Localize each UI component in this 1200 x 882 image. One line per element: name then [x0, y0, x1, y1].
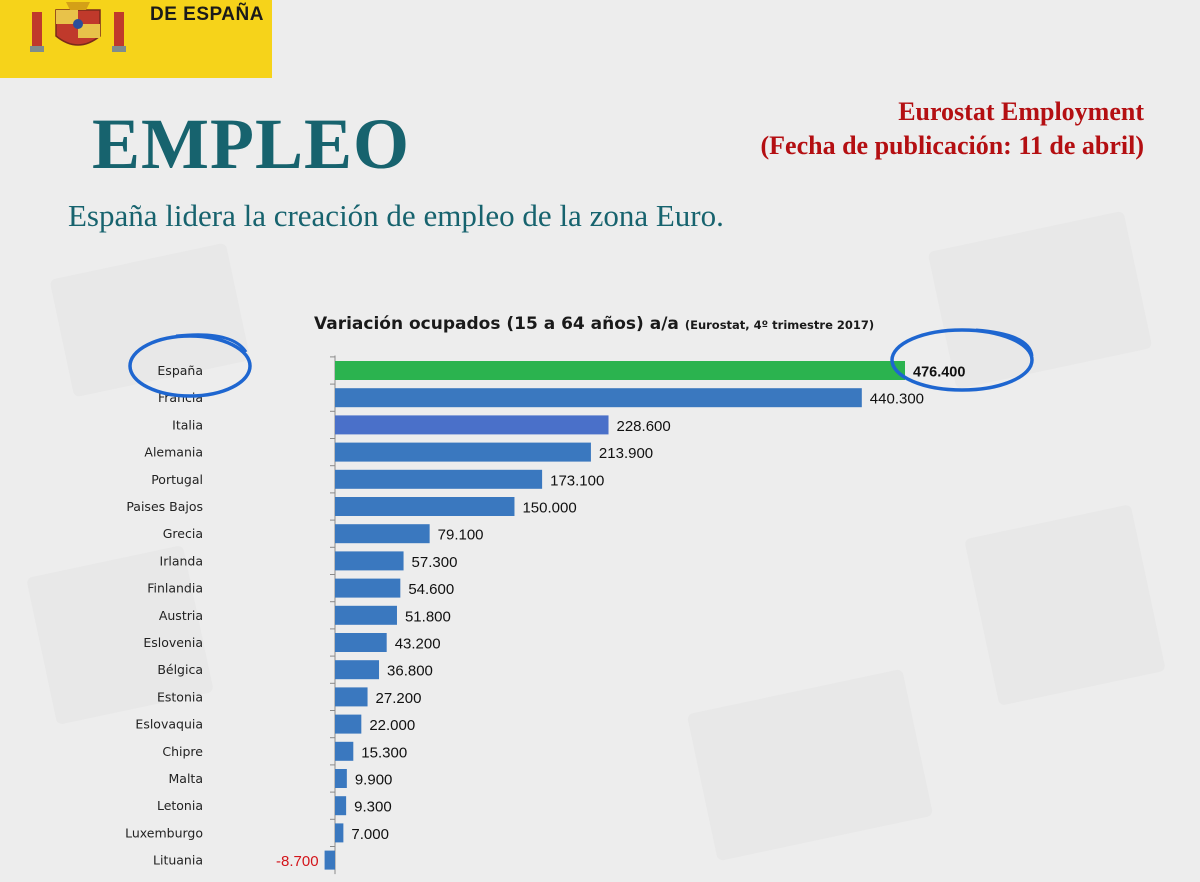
data-label: 150.000 — [522, 500, 576, 517]
annotation-circle-stroke — [975, 328, 1034, 357]
chart-title: Variación ocupados (15 a 64 años) a/a (E… — [314, 314, 874, 334]
data-label: 27.200 — [376, 690, 422, 707]
category-label: Italia — [172, 417, 203, 432]
category-label: Chipre — [162, 744, 203, 759]
category-label: Estonia — [157, 689, 203, 704]
data-label: 54.600 — [408, 581, 454, 598]
chart-title-note: (Eurostat, 4º trimestre 2017) — [684, 318, 875, 332]
category-label: Eslovenia — [143, 635, 203, 650]
bar — [335, 660, 380, 680]
data-label: 476.400 — [913, 365, 965, 381]
category-label: Eslovaquia — [135, 717, 203, 732]
data-label: 213.900 — [599, 445, 653, 462]
data-label: 15.300 — [361, 744, 407, 761]
category-label: Irlanda — [160, 553, 203, 568]
annotation-circle-value — [890, 328, 1034, 392]
data-label: 9.300 — [354, 799, 392, 816]
bar — [335, 578, 401, 598]
agency-name: DE ESPAÑA — [150, 4, 264, 25]
data-label: 36.800 — [387, 663, 433, 680]
bar — [335, 442, 591, 462]
coat-of-arms-logo — [30, 2, 126, 52]
source-line-1: Eurostat Employment — [898, 97, 1144, 126]
data-label: 51.800 — [405, 608, 451, 625]
page-subtitle: España lidera la creación de empleo de l… — [68, 198, 724, 233]
bar — [324, 850, 335, 870]
category-label: Paises Bajos — [126, 499, 203, 514]
source-line-2: (Fecha de publicación: 11 de abril) — [760, 131, 1145, 160]
bar — [335, 497, 515, 516]
category-label: Malta — [169, 771, 203, 786]
category-label: Grecia — [163, 526, 203, 541]
bar — [335, 687, 368, 707]
bar — [335, 469, 543, 489]
data-label: 43.200 — [395, 636, 441, 653]
data-label: 440.300 — [870, 391, 924, 408]
bar — [335, 361, 905, 380]
data-label: 22.000 — [369, 717, 415, 734]
category-label: España — [157, 363, 203, 378]
bar — [335, 551, 404, 571]
category-label: Luxemburgo — [125, 825, 203, 840]
bar — [335, 605, 397, 625]
category-label: Portugal — [151, 472, 203, 487]
data-label: 173.100 — [550, 472, 604, 489]
bar — [335, 769, 347, 788]
data-label: 79.100 — [438, 527, 484, 544]
data-label: -8.700 — [276, 853, 319, 870]
bar — [335, 741, 354, 761]
data-label: 9.900 — [355, 772, 393, 789]
category-label: Bélgica — [157, 662, 203, 677]
bar — [335, 796, 347, 816]
government-header: DE ESPAÑA — [0, 0, 272, 78]
data-label: 228.600 — [617, 418, 671, 435]
category-label: Lituania — [153, 853, 203, 868]
category-label: Austria — [159, 608, 203, 623]
data-label: 57.300 — [412, 554, 458, 571]
bar — [335, 388, 862, 408]
chart-title-main: Variación ocupados (15 a 64 años) a/a — [314, 314, 679, 334]
category-label: Letonia — [157, 798, 203, 813]
category-label: Alemania — [144, 445, 203, 460]
category-label: Finlandia — [147, 581, 203, 596]
bar — [335, 823, 344, 843]
bar — [335, 524, 430, 544]
page-title: EMPLEO — [92, 104, 411, 184]
bar — [335, 415, 609, 435]
data-label: 7.000 — [351, 826, 389, 843]
bar — [335, 633, 387, 652]
bar — [335, 714, 362, 734]
annotation-circle-stroke — [175, 333, 248, 353]
source-note: Eurostat Employment (Fecha de publicació… — [761, 95, 1145, 163]
